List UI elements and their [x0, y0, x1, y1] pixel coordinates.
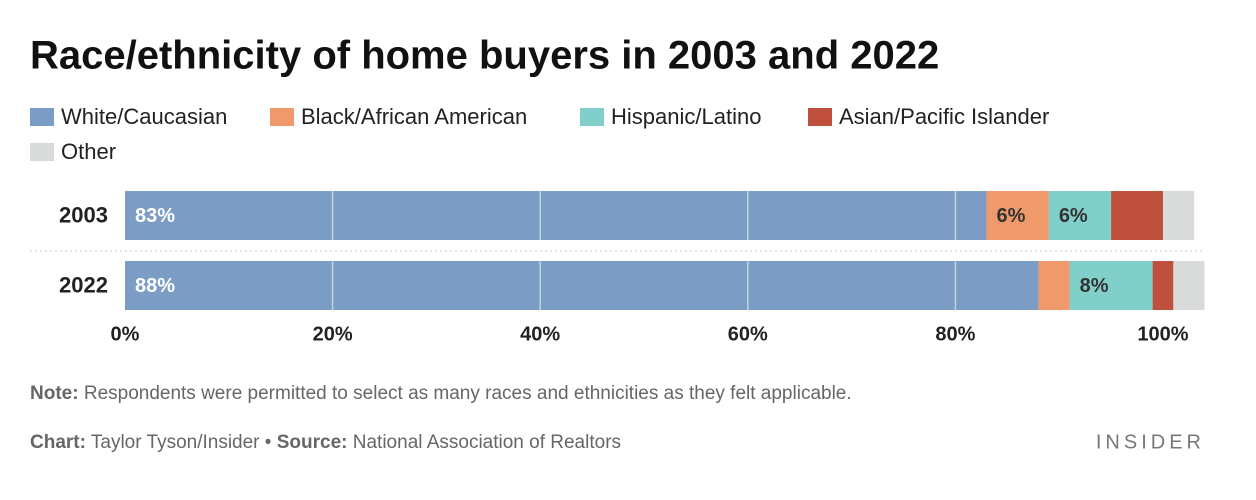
source-label: Source: [277, 432, 348, 453]
data-label: 88% [135, 275, 175, 297]
source: National Association of Realtors [353, 432, 621, 453]
credit: Chart: Taylor Tyson/Insider • Source: Na… [30, 432, 621, 453]
legend-label: White/Caucasian [61, 104, 227, 129]
x-tick-label: 100% [1137, 323, 1188, 345]
bar-segment [125, 261, 1039, 310]
legend-swatch [580, 108, 604, 126]
x-tick-label: 20% [313, 323, 353, 345]
x-tick-label: 0% [111, 323, 140, 345]
bar-segment [1173, 261, 1205, 310]
legend-label: Black/African American [301, 104, 527, 129]
y-tick-label: 2003 [59, 202, 108, 227]
legend-swatch [30, 143, 54, 161]
legend-swatch [808, 108, 832, 126]
bar-segment [1069, 261, 1153, 310]
bar-segment [1152, 261, 1174, 310]
brand: INSIDER [1096, 431, 1205, 453]
legend-label: Asian/Pacific Islander [839, 104, 1049, 129]
data-label: 8% [1080, 275, 1109, 297]
separator: • [265, 432, 272, 453]
legend-swatch [270, 108, 294, 126]
data-label: 6% [1059, 205, 1088, 227]
x-tick-label: 80% [935, 323, 975, 345]
bar-segment [986, 191, 1049, 240]
legend-label: Hispanic/Latino [611, 104, 761, 129]
note-text: Respondents were permitted to select as … [84, 383, 852, 404]
chart-credit: Taylor Tyson/Insider [91, 432, 260, 453]
bar-segment [1111, 191, 1163, 240]
legend-label: Other [61, 139, 116, 164]
chart-title: Race/ethnicity of home buyers in 2003 an… [30, 34, 939, 78]
bar-segment [1038, 261, 1070, 310]
x-tick-label: 40% [520, 323, 560, 345]
bar-segment [1163, 191, 1195, 240]
bar-segment [125, 191, 987, 240]
note: Note: Respondents were permitted to sele… [30, 383, 852, 404]
note-label: Note: [30, 383, 79, 404]
chart-label: Chart: [30, 432, 86, 453]
data-label: 6% [997, 205, 1026, 227]
x-tick-label: 60% [728, 323, 768, 345]
bar-segment [1048, 191, 1112, 240]
y-tick-label: 2022 [59, 272, 108, 297]
legend-swatch [30, 108, 54, 126]
data-label: 83% [135, 205, 175, 227]
